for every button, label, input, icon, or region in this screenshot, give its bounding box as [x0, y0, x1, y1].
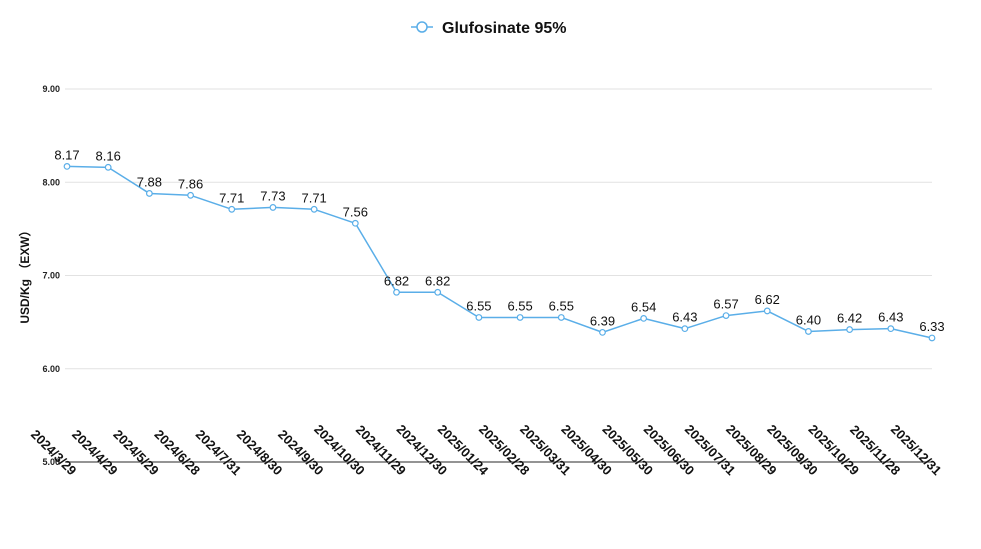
data-point — [63, 162, 71, 170]
data-point — [681, 325, 689, 333]
data-point — [310, 205, 318, 213]
y-tick-label: 6.00 — [42, 364, 60, 374]
y-axis-title: USD/Kg （EXW） — [17, 224, 32, 323]
data-label: 7.56 — [343, 204, 368, 219]
data-point — [145, 190, 153, 197]
data-label: 6.55 — [466, 298, 491, 313]
data-label: 7.86 — [178, 176, 203, 191]
data-label: 6.82 — [425, 273, 450, 288]
y-tick-label: 5.00 — [42, 457, 60, 467]
grid-lines — [65, 88, 932, 463]
data-point — [557, 314, 565, 321]
data-point — [640, 314, 648, 322]
data-point — [516, 314, 524, 321]
data-point — [599, 328, 606, 336]
data-labels: 8.17 8.16 7.88 7.86 7.71 7.73 7.71 7.56 6.82 6.82… — [54, 147, 944, 334]
data-label: 6.55 — [507, 298, 532, 313]
legend-marker — [416, 21, 428, 33]
data-point — [228, 205, 236, 213]
data-label: 8.17 — [54, 147, 79, 162]
data-label: 6.40 — [796, 312, 821, 327]
data-point — [187, 191, 194, 199]
data-point — [887, 325, 895, 333]
y-tick-label: 9.00 — [42, 84, 60, 94]
data-point — [763, 307, 771, 315]
y-tick-label: 8.00 — [42, 177, 60, 187]
data-point — [104, 163, 112, 171]
data-point — [351, 219, 359, 227]
data-point — [269, 204, 277, 211]
data-point — [722, 312, 730, 319]
x-axis-ticks: 2024/3/292024/4/292024/5/292024/6/282024… — [28, 421, 945, 478]
data-point — [475, 314, 483, 321]
data-point — [393, 288, 400, 296]
data-label: 7.73 — [260, 188, 285, 203]
data-label: 6.57 — [713, 297, 738, 312]
legend-label: Glufosinate 95% — [442, 20, 566, 37]
data-label: 6.42 — [837, 311, 862, 326]
y-axis-ticks: 5.00 6.00 7.00 8.00 9.00 — [42, 84, 60, 467]
data-label: 6.39 — [590, 313, 615, 328]
data-point — [805, 328, 812, 335]
data-label: 8.16 — [96, 148, 121, 163]
data-label: 6.62 — [755, 292, 780, 307]
data-label: 7.71 — [301, 190, 326, 205]
data-point — [434, 288, 442, 296]
data-point — [928, 334, 936, 342]
data-label: 6.33 — [919, 319, 944, 334]
data-point — [846, 326, 854, 333]
legend: Glufosinate 95% — [411, 20, 566, 37]
data-label: 6.54 — [631, 299, 656, 314]
data-label: 7.71 — [219, 190, 244, 205]
series-line — [66, 165, 933, 339]
data-label: 6.43 — [672, 310, 697, 325]
data-label: 6.43 — [878, 310, 903, 325]
data-label: 6.55 — [549, 298, 574, 313]
series-glufosinate — [63, 162, 936, 342]
y-tick-label: 7.00 — [42, 271, 60, 281]
data-label: 7.88 — [137, 174, 162, 189]
data-label: 6.82 — [384, 273, 409, 288]
